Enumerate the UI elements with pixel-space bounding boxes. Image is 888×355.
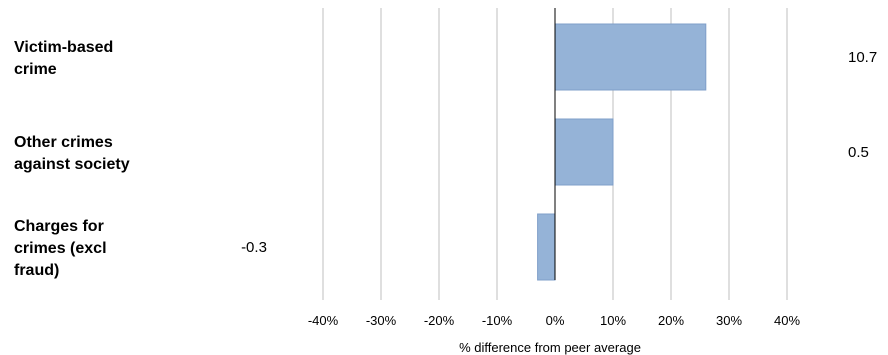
x-tick-label: 0% (546, 313, 565, 328)
bar (554, 118, 614, 186)
x-tick-label: -20% (424, 313, 455, 328)
category-label: Victim-based (14, 39, 113, 56)
category-labels: Victim-based crime Other crimes against soc… (14, 39, 130, 279)
bar (554, 23, 707, 91)
x-tick-label: -40% (308, 313, 339, 328)
x-axis-title: % difference from peer average (459, 340, 641, 355)
data-label: 0.5 (848, 144, 869, 161)
data-label: -0.3 (241, 239, 267, 256)
x-tick-label: -30% (366, 313, 397, 328)
x-tick-label: 30% (716, 313, 742, 328)
category-label: crimes (excl (14, 240, 107, 257)
x-tick-labels: -40% -30% -20% -10% 0% 10% 20% 30% 40% (308, 313, 801, 328)
x-tick-label: 10% (600, 313, 626, 328)
data-label: 10.7 (848, 49, 877, 66)
bar (537, 213, 556, 281)
bars (537, 23, 707, 281)
category-label: against society (14, 156, 130, 173)
value-labels: 10.7 0.5 -0.3 (241, 49, 877, 256)
category-label: fraud) (14, 262, 59, 279)
category-label: crime (14, 61, 57, 78)
x-tick-label: -10% (482, 313, 513, 328)
x-tick-label: 20% (658, 313, 684, 328)
category-label: Other crimes (14, 134, 113, 151)
category-label: Charges for (14, 218, 104, 235)
x-tick-label: 40% (774, 313, 800, 328)
